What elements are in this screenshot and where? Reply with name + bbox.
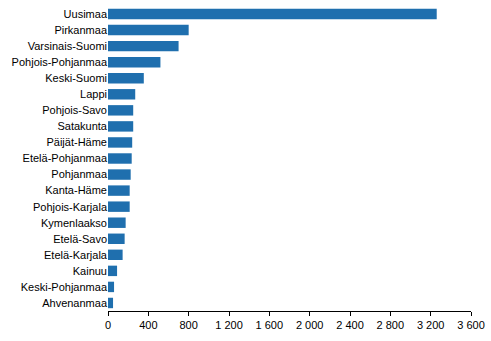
svg-text:Varsinais-Suomi: Varsinais-Suomi — [28, 40, 107, 52]
svg-text:Etelä-Savo: Etelä-Savo — [53, 233, 107, 245]
svg-text:Ahvenanmaa: Ahvenanmaa — [42, 297, 108, 309]
svg-text:Pohjanmaa: Pohjanmaa — [51, 168, 108, 180]
svg-text:2 000: 2 000 — [296, 319, 324, 331]
svg-text:Keski-Suomi: Keski-Suomi — [45, 72, 107, 84]
svg-text:Uusimaa: Uusimaa — [64, 8, 108, 20]
svg-text:1 600: 1 600 — [256, 319, 284, 331]
svg-text:Kanta-Häme: Kanta-Häme — [45, 184, 107, 196]
svg-text:2 800: 2 800 — [377, 319, 405, 331]
svg-text:800: 800 — [179, 319, 197, 331]
svg-text:Pohjois-Savo: Pohjois-Savo — [42, 104, 107, 116]
svg-text:400: 400 — [139, 319, 157, 331]
svg-text:3 200: 3 200 — [417, 319, 445, 331]
svg-text:0: 0 — [105, 319, 111, 331]
svg-text:Satakunta: Satakunta — [57, 120, 107, 132]
svg-text:Kymenlaakso: Kymenlaakso — [41, 217, 107, 229]
svg-text:3 600: 3 600 — [457, 319, 485, 331]
svg-text:Pohjois-Pohjanmaa: Pohjois-Pohjanmaa — [12, 56, 108, 68]
svg-text:Pohjois-Karjala: Pohjois-Karjala — [33, 201, 108, 213]
svg-text:1 200: 1 200 — [215, 319, 243, 331]
svg-text:Pirkanmaa: Pirkanmaa — [54, 24, 107, 36]
svg-text:2 400: 2 400 — [336, 319, 364, 331]
svg-text:Kainuu: Kainuu — [73, 265, 107, 277]
svg-text:Etelä-Karjala: Etelä-Karjala — [44, 249, 108, 261]
svg-text:Lappi: Lappi — [80, 88, 107, 100]
svg-text:Etelä-Pohjanmaa: Etelä-Pohjanmaa — [23, 152, 108, 164]
svg-text:Keski-Pohjanmaa: Keski-Pohjanmaa — [21, 281, 108, 293]
svg-text:Päijät-Häme: Päijät-Häme — [46, 136, 107, 148]
